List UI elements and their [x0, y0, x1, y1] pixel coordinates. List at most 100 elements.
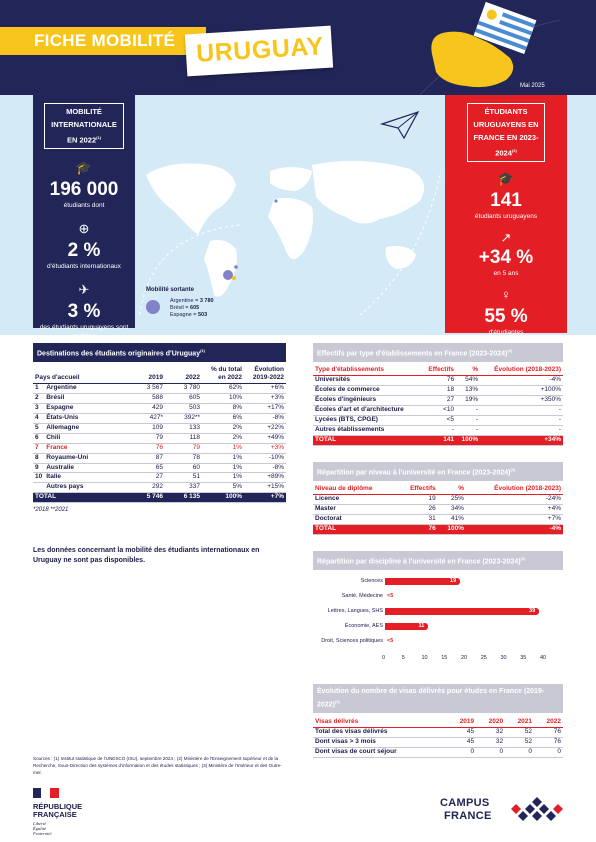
stat-caption: étudiants uruguayens	[474, 212, 538, 220]
table-row: Autres pays 292 337 5% +15%	[33, 483, 286, 493]
female-symbol-icon: ♀	[501, 286, 511, 302]
table-row: Master 26 34% +4%	[313, 505, 563, 515]
legend-list: Argentine = 3 780 Brésil = 605 Espagne =…	[170, 298, 214, 319]
institutions-section: Effectifs par type d'établissements en F…	[313, 343, 563, 446]
column-header: Pays d'accueil	[35, 374, 80, 382]
stat-value: 2 %	[67, 239, 101, 261]
x-tick-label: 35	[520, 655, 527, 661]
stat-value: 55 %	[484, 305, 528, 327]
stat-value: +34 %	[478, 246, 534, 268]
publication-date: Mai 2025	[520, 83, 545, 89]
legend-bubble	[146, 300, 160, 314]
table-row: Doctorat 31 41% +7%	[313, 515, 563, 525]
republique-francaise-logo: RÉPUBLIQUE FRANÇAISE Liberté Égalité Fra…	[33, 785, 113, 836]
bar	[385, 623, 429, 630]
table-row: Écoles d'ingénieurs 27 19% +350%	[313, 396, 563, 406]
stat-value: 196 000	[49, 178, 119, 200]
table-header: Pays d'accueil 2019 2022 % du total en 2…	[33, 365, 286, 384]
table-row: Universités 76 54% -4%	[313, 376, 563, 386]
table-row: Lycées (BTS, CPGE) <5- -	[313, 415, 563, 426]
table-header: Type d'établissements Effectifs % Évolut…	[313, 365, 563, 377]
globe-icon: ⊕	[78, 220, 90, 236]
legend-item: Espagne = 503	[170, 312, 208, 318]
legend-item: Brésil = 605	[170, 305, 200, 311]
x-tick-label: 25	[480, 655, 487, 661]
panel-label: MOBILITÉ INTERNATIONALE EN 2022(1)	[44, 103, 124, 149]
stat-value: 141	[490, 189, 522, 211]
table-total-row: TOTAL 76 100% -4%	[313, 524, 563, 535]
uruguay-map-icon	[431, 31, 514, 88]
bar	[385, 608, 540, 615]
bar	[385, 578, 461, 585]
page-title: FICHE MOBILITÉ	[34, 31, 176, 50]
table-row: 8 Royaume-Uni 87 78 1% -10%	[33, 453, 286, 464]
x-tick-label: 20	[461, 655, 468, 661]
table-footnote: *2018 **2021	[33, 507, 69, 514]
table-row: Dont visas de court séjour 0 0 0 0	[313, 748, 563, 758]
table-row: Écoles de commerce 18 13% +100%	[313, 386, 563, 396]
degree-level-section: Répartition par niveau à l'université en…	[313, 462, 563, 535]
bar-category-label: Droit, Sciences politiques	[321, 638, 383, 644]
institutions-table: Type d'établissements Effectifs % Évolut…	[313, 365, 563, 446]
x-tick-label: 0	[382, 655, 386, 661]
stat-caption: d'étudiantes	[488, 328, 524, 336]
world-map	[146, 160, 425, 297]
visas-table: Visas délivrés 2019 2020 2021 2022 Total…	[313, 717, 563, 758]
international-mobility-panel: MOBILITÉ INTERNATIONALE EN 2022(1) 🎓 196…	[33, 95, 135, 340]
cf-line2: FRANCE	[444, 810, 492, 822]
table-row: Licence 19 25% -24%	[313, 495, 563, 505]
stat-value: 3 %	[67, 300, 101, 322]
destinations-section: Destinations des étudiants originaires d…	[33, 343, 286, 513]
table-total-row: TOTAL 141 100% +34%	[313, 435, 563, 446]
x-tick-label: 40	[540, 655, 547, 661]
bar-category-label: Sciences	[360, 578, 383, 584]
paper-plane-icon	[380, 110, 420, 140]
campus-france-logo: CAMPUS FRANCE	[440, 795, 565, 825]
column-header: % du total en 2022	[210, 366, 242, 382]
x-tick-label: 10	[421, 655, 428, 661]
legend-title: Mobilité sortante	[146, 287, 195, 293]
panel-label: ÉTUDIANTS URUGUAYENS EN FRANCE EN 2023-2…	[467, 103, 545, 162]
bar-category-label: Économie, AES	[344, 623, 383, 629]
table-header: Visas délivrés 2019 2020 2021 2022	[313, 717, 563, 729]
table-row: 4 États-Unis 427* 392** 6% -8%	[33, 414, 286, 424]
stat-caption: en 5 ans	[493, 269, 519, 277]
table-row: Dont visas > 3 mois 45 32 52 76	[313, 738, 563, 748]
uruguay-flag-icon	[473, 1, 537, 55]
table-row: 5 Allemagne 109 133 2% +22%	[33, 423, 286, 434]
discipline-section: Répartition par discipline à l'universit…	[313, 551, 563, 571]
bar-value-label: 19	[450, 578, 457, 584]
bar-value-label: <5	[387, 638, 394, 644]
table-row: 10 Italie 27 51 1% +89%	[33, 473, 286, 483]
graduation-cap-icon: 🎓	[497, 170, 515, 186]
x-tick-label: 5	[401, 655, 405, 661]
table-row: 2 Brésil 588 605 10% +3%	[33, 394, 286, 404]
table-row: 7 France 76 79 1% +3%	[33, 443, 286, 454]
column-header: 2019	[148, 374, 163, 382]
section-title: Répartition par discipline à l'universit…	[313, 551, 563, 571]
section-title: Répartition par niveau à l'université en…	[313, 462, 563, 482]
table-row: 3 Espagne 429 503 8% +17%	[33, 404, 286, 414]
bar-value-label: 39	[529, 608, 536, 614]
growth-arrow-icon: ↗	[500, 229, 512, 245]
legend-item: Argentine = 3 780	[170, 298, 214, 304]
bar-category-label: Lettres, Langues, SHS	[327, 608, 383, 614]
map-legend: Mobilité sortante Argentine = 3 780 Brés…	[146, 287, 266, 318]
dashed-flight-path	[139, 174, 441, 316]
x-tick-label: 30	[500, 655, 507, 661]
cf-line1: CAMPUS	[440, 797, 490, 809]
table-header: Niveau de diplôme Effectifs % Évolution …	[313, 484, 563, 496]
degree-level-table: Niveau de diplôme Effectifs % Évolution …	[313, 484, 563, 535]
stat-caption: étudiants dont	[63, 201, 105, 209]
sources-text: Sources : (1) Institut statistique de l'…	[33, 756, 282, 775]
title-band	[0, 27, 206, 55]
table-row: Écoles d'art et d'architecture <10- -	[313, 406, 563, 416]
discipline-bar-chart: Sciences 19 Santé, Médecine <5 Lettres, Lang…	[287, 572, 567, 667]
bar-value-label: 11	[418, 623, 425, 629]
students-in-france-panel: ÉTUDIANTS URUGUAYENS EN FRANCE EN 2023-2…	[445, 95, 567, 336]
table-row: 6 Chili 79 118 2% +49%	[33, 433, 286, 444]
table-row: 9 Australie 65 60 1% -8%	[33, 463, 286, 473]
column-header: Évolution 2019-2022	[252, 366, 284, 382]
rf-line2: FRANÇAISE	[33, 810, 77, 819]
table-row: Autres établissements - - -	[313, 425, 563, 436]
